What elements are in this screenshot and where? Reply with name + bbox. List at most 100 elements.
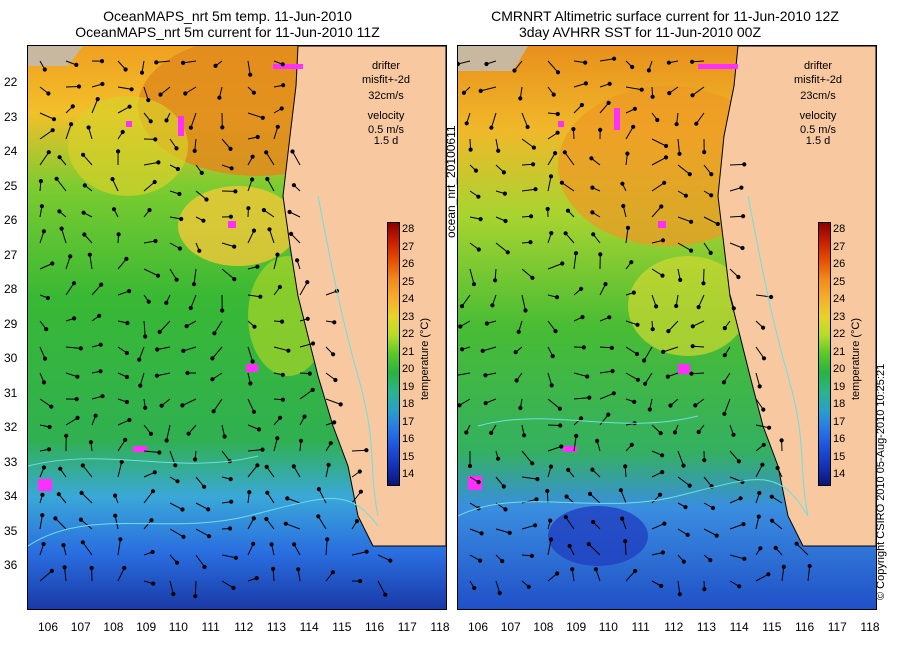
velocity-arrow bbox=[65, 256, 71, 270]
velocity-arrow-head bbox=[590, 185, 595, 190]
velocity-arrow-head bbox=[505, 250, 510, 255]
velocity-arrow bbox=[169, 502, 183, 510]
velocity-arrow-head bbox=[155, 347, 160, 352]
axis-tick-label: 27 bbox=[4, 247, 18, 262]
velocity-arrow-head bbox=[164, 300, 169, 305]
velocity-arrow bbox=[698, 294, 705, 308]
velocity-arrow-head bbox=[668, 403, 673, 408]
velocity-arrow-head bbox=[731, 432, 736, 437]
axis-tick-label: 114 bbox=[729, 620, 749, 634]
velocity-arrow-head bbox=[625, 151, 630, 156]
velocity-arrow-head bbox=[155, 273, 161, 278]
velocity-arrow bbox=[317, 516, 327, 530]
velocity-arrow-head bbox=[302, 414, 307, 419]
velocity-arrow-head bbox=[681, 559, 686, 564]
velocity-arrow-head bbox=[183, 91, 188, 96]
velocity-arrow-head bbox=[483, 401, 488, 406]
left-colorbar bbox=[387, 222, 400, 486]
velocity-arrow bbox=[651, 138, 667, 147]
velocity-arrow-head bbox=[154, 60, 159, 65]
velocity-arrow bbox=[65, 417, 78, 426]
right-colorbar-label: temperature (°C) bbox=[850, 317, 862, 400]
velocity-arrow bbox=[117, 258, 127, 270]
velocity-arrow bbox=[299, 281, 308, 296]
velocity-arrow-head bbox=[111, 207, 117, 212]
copyright-label: © Copyright CSIRO 2010 05-Aug-2010 10:25… bbox=[875, 363, 887, 600]
velocity-arrow-head bbox=[192, 148, 197, 154]
velocity-arrow-head bbox=[528, 240, 533, 245]
velocity-arrow bbox=[677, 242, 692, 252]
velocity-arrow-head bbox=[39, 204, 44, 209]
velocity-arrow bbox=[599, 370, 613, 374]
velocity-arrow bbox=[143, 450, 160, 453]
velocity-arrow-head bbox=[180, 403, 185, 408]
axis-tick-label: 107 bbox=[70, 620, 91, 634]
velocity-arrow bbox=[143, 320, 146, 337]
velocity-vectors bbox=[458, 56, 812, 597]
colorbar-tick-label: 14 bbox=[833, 468, 846, 480]
velocity-arrow bbox=[117, 567, 125, 582]
velocity-arrow-head bbox=[736, 274, 741, 280]
velocity-arrow-head bbox=[610, 369, 615, 374]
velocity-arrow-head bbox=[496, 456, 501, 461]
velocity-arrow-head bbox=[658, 431, 663, 436]
velocity-arrow bbox=[221, 450, 231, 462]
velocity-arrow-head bbox=[558, 423, 563, 428]
velocity-arrow bbox=[266, 178, 275, 192]
axis-tick-label: 115 bbox=[762, 620, 782, 634]
velocity-arrow bbox=[565, 232, 575, 244]
velocity-arrow bbox=[573, 372, 588, 377]
colorbar-tick-label: 19 bbox=[402, 380, 415, 393]
velocity-arrow-head bbox=[74, 397, 79, 402]
velocity-arrow-head bbox=[119, 459, 124, 464]
velocity-arrow bbox=[65, 124, 72, 140]
velocity-arrow-head bbox=[290, 149, 295, 154]
velocity-arrow-head bbox=[79, 490, 84, 495]
velocity-arrow-head bbox=[548, 174, 554, 179]
velocity-arrow-head bbox=[357, 469, 362, 474]
velocity-arrow-head bbox=[696, 429, 701, 435]
velocity-arrow-head bbox=[275, 124, 280, 129]
velocity-arrow bbox=[588, 543, 601, 556]
velocity-arrow-head bbox=[261, 208, 266, 213]
coastline-land bbox=[717, 46, 876, 547]
velocity-arrow bbox=[729, 163, 745, 166]
velocity-arrow-head bbox=[579, 102, 585, 108]
velocity-arrow bbox=[221, 554, 236, 559]
velocity-arrow-head bbox=[99, 282, 104, 287]
axis-tick-label: 113 bbox=[696, 620, 717, 634]
velocity-arrow-head bbox=[70, 104, 75, 109]
axis-tick-label: 108 bbox=[533, 620, 554, 634]
velocity-arrow-head bbox=[737, 584, 742, 589]
right-drifter-speed: 23cm/s bbox=[800, 90, 836, 102]
velocity-arrow bbox=[755, 372, 761, 387]
velocity-arrow-head bbox=[555, 70, 561, 75]
velocity-arrow-head bbox=[81, 210, 86, 215]
velocity-arrow bbox=[351, 449, 367, 452]
velocity-arrow-head bbox=[57, 209, 62, 214]
velocity-arrow bbox=[625, 372, 639, 381]
velocity-arrow-head bbox=[612, 56, 617, 61]
velocity-arrow bbox=[138, 346, 145, 360]
velocity-arrow bbox=[573, 397, 590, 400]
velocity-arrow-head bbox=[563, 231, 568, 236]
velocity-arrow-head bbox=[100, 81, 105, 87]
velocity-arrow-head bbox=[742, 162, 747, 167]
velocity-arrow-head bbox=[761, 325, 766, 330]
velocity-arrow-head bbox=[458, 403, 462, 408]
axis-tick-label: 110 bbox=[168, 620, 188, 634]
velocity-arrow-head bbox=[769, 518, 775, 523]
velocity-arrow-head bbox=[464, 121, 469, 126]
velocity-arrow-head bbox=[99, 59, 105, 64]
velocity-arrow bbox=[195, 502, 209, 510]
velocity-arrow-head bbox=[742, 556, 747, 561]
velocity-arrow-head bbox=[281, 83, 286, 88]
velocity-arrow bbox=[755, 398, 764, 410]
velocity-arrow-head bbox=[80, 463, 85, 468]
right-map-svg bbox=[458, 46, 876, 609]
velocity-arrow bbox=[139, 372, 145, 386]
velocity-arrow bbox=[495, 242, 509, 253]
velocity-arrow-head bbox=[40, 513, 45, 518]
velocity-arrow-head bbox=[760, 462, 765, 467]
velocity-arrow-head bbox=[122, 565, 127, 571]
